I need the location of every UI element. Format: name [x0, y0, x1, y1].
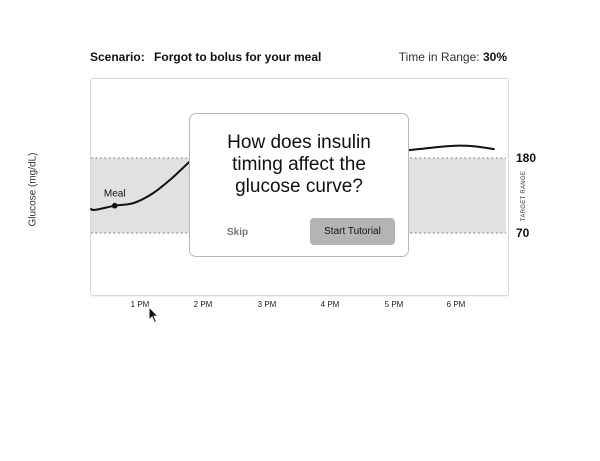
mouse-cursor-icon [148, 306, 160, 324]
target-range-label: TARGET RANGE [521, 170, 527, 222]
scenario-label: Scenario: [90, 50, 145, 64]
x-tick-1pm: 1 PM [130, 300, 150, 309]
meal-label: Meal [104, 189, 126, 200]
meal-marker-dot [111, 202, 118, 209]
range-high-label: 180 [516, 151, 537, 165]
x-tick-5pm: 5 PM [384, 300, 404, 309]
time-in-range-label: Time in Range: [398, 50, 480, 64]
skip-button[interactable]: Skip [227, 227, 249, 238]
range-low-label: 70 [516, 226, 530, 240]
start-tutorial-button[interactable]: Start Tutorial [310, 218, 395, 245]
time-in-range-value: 30% [482, 50, 507, 64]
x-tick-2pm: 2 PM [193, 300, 213, 309]
tutorial-dialog: How does insulin timing affect the gluco… [189, 113, 409, 257]
scenario-text: Forgot to bolus for your meal [154, 50, 322, 64]
y-axis-label: Glucose (mg/dL) [27, 152, 39, 227]
x-tick-6pm: 6 PM [446, 300, 466, 309]
dialog-title: How does insulin timing affect the gluco… [227, 132, 371, 197]
x-tick-4pm: 4 PM [320, 300, 340, 309]
x-tick-3pm: 3 PM [257, 300, 277, 309]
time-in-range: Time in Range: 30% [399, 50, 507, 64]
scenario-heading: Scenario: Forgot to bolus for your meal [90, 50, 321, 64]
